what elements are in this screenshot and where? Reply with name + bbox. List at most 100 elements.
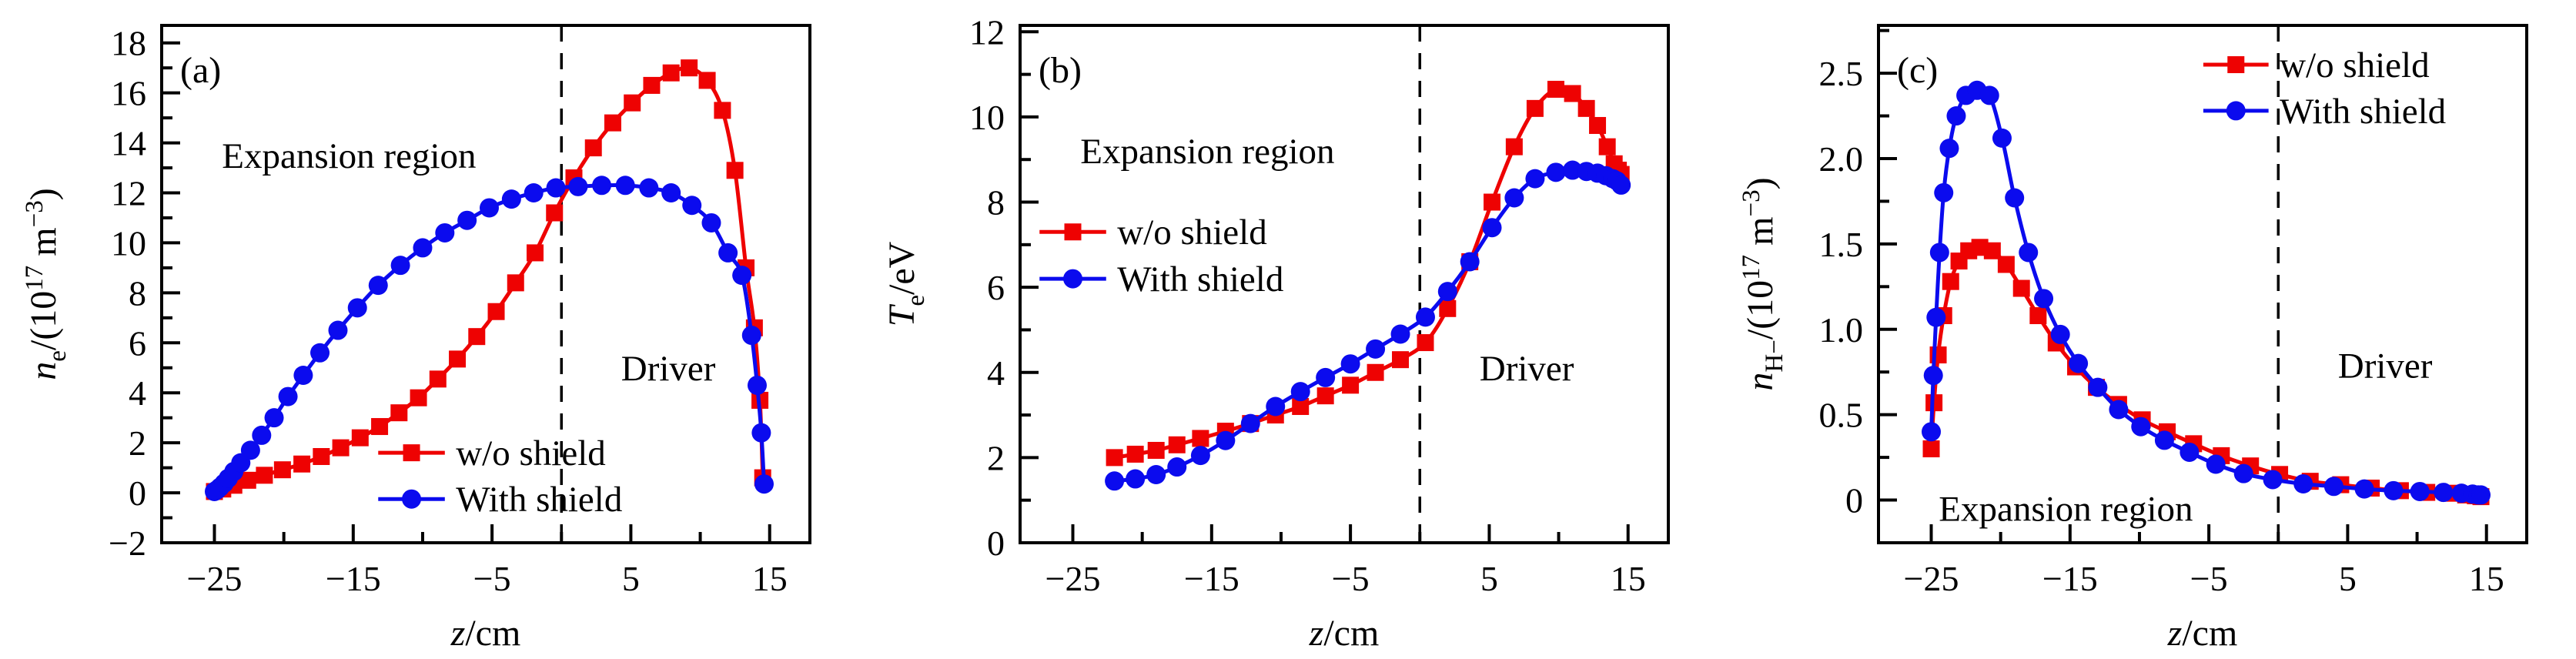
panel-b: −25 −15 −5 5 15 0 2 4 6 8 10 12 Te/eV z/cm (b) Expansio… bbox=[858, 0, 1717, 659]
series-marker-circle bbox=[1390, 324, 1410, 344]
series-marker-circle bbox=[1992, 128, 2012, 148]
y-axis-title: Te/eV bbox=[882, 241, 930, 326]
y-tick-label: 0.5 bbox=[1819, 396, 1864, 435]
series-marker-square bbox=[1922, 440, 1940, 458]
series-marker-circle bbox=[328, 320, 348, 340]
series-marker-circle bbox=[2323, 477, 2343, 497]
annotation-expansion-region: Expansion region bbox=[222, 136, 476, 176]
y-tick-label: 2.5 bbox=[1819, 54, 1864, 93]
series-marker-circle bbox=[2384, 480, 2404, 500]
series-marker-square bbox=[332, 439, 350, 457]
series-marker-circle bbox=[1979, 85, 1999, 105]
series-marker-square bbox=[624, 94, 641, 112]
series-marker-square bbox=[1439, 299, 1457, 317]
series-marker-square bbox=[1484, 193, 1501, 211]
series-marker-circle bbox=[1290, 382, 1310, 402]
series-marker-square bbox=[313, 448, 330, 465]
series-marker-square bbox=[1564, 85, 1581, 102]
series-marker-circle bbox=[1929, 243, 1949, 263]
chart-b: −25 −15 −5 5 15 0 2 4 6 8 10 12 Te/eV z/cm (b) Expansio… bbox=[882, 12, 1670, 654]
series-marker-circle bbox=[1415, 307, 1435, 327]
annotation-expansion-region: Expansion region bbox=[1080, 132, 1334, 172]
series-marker-circle bbox=[1366, 339, 1386, 359]
legend-key-circle bbox=[1063, 269, 1083, 289]
y-tick-label: 10 bbox=[969, 98, 1005, 137]
y-tick-label: 0 bbox=[987, 524, 1005, 563]
series-marker-square bbox=[1983, 242, 2001, 259]
series-marker-circle bbox=[2154, 430, 2174, 450]
series-marker-circle bbox=[1926, 307, 1946, 327]
series-marker-circle bbox=[1525, 169, 1545, 189]
series-marker-square bbox=[273, 461, 291, 479]
series-marker-circle bbox=[252, 425, 272, 445]
series-marker-circle bbox=[1105, 471, 1125, 491]
series-marker-circle bbox=[264, 408, 284, 428]
legend-label: w/o shield bbox=[456, 433, 606, 473]
series-marker-circle bbox=[592, 176, 612, 196]
series-marker-circle bbox=[682, 196, 702, 216]
annotation-driver: Driver bbox=[2338, 346, 2433, 386]
series-marker-square bbox=[1126, 445, 1144, 463]
series-marker-circle bbox=[2471, 485, 2491, 505]
series-marker-square bbox=[1547, 80, 1564, 98]
series-marker-square bbox=[1942, 273, 1959, 290]
plot-frame bbox=[1877, 24, 2528, 544]
series-marker-square bbox=[1292, 398, 1310, 416]
series-marker-circle bbox=[435, 222, 455, 243]
series-marker-circle bbox=[2069, 353, 2089, 373]
series-marker-square bbox=[293, 455, 311, 473]
series-marker-square bbox=[1192, 430, 1209, 447]
series-marker-circle bbox=[732, 266, 752, 286]
series-marker-square bbox=[1997, 256, 2015, 273]
y-tick-label: 12 bbox=[111, 174, 146, 213]
y-tick-label: 14 bbox=[111, 124, 146, 163]
y-tick-label: 4 bbox=[987, 353, 1005, 393]
series-marker-circle bbox=[1437, 282, 1457, 302]
series-marker-square bbox=[2029, 307, 2047, 325]
series-marker-circle bbox=[1460, 252, 1480, 272]
series-marker-circle bbox=[2019, 243, 2039, 263]
series-marker-square bbox=[662, 64, 680, 82]
series-marker-square bbox=[1147, 441, 1165, 459]
x-axis-title: z/cm bbox=[1309, 613, 1380, 654]
series-marker-circle bbox=[501, 189, 521, 209]
series-marker-circle bbox=[661, 183, 681, 203]
y-tick-label: 2 bbox=[987, 438, 1005, 477]
series-marker-circle bbox=[718, 243, 738, 263]
series-marker-circle bbox=[615, 176, 635, 196]
y-tick-label: 2 bbox=[129, 423, 146, 463]
series-marker-square bbox=[584, 139, 602, 157]
series-marker-circle bbox=[639, 178, 659, 198]
y-tick-label: 4 bbox=[129, 373, 146, 413]
series-marker-square bbox=[681, 59, 698, 77]
annotation-driver: Driver bbox=[1480, 349, 1574, 389]
x-tick-label: −15 bbox=[1184, 559, 1239, 598]
panel-a: −25 −15 −5 5 15 −2 0 2 4 6 8 10 12 14 16 18 ne/(1017 m−3… bbox=[0, 0, 858, 659]
series-marker-circle bbox=[2088, 377, 2108, 397]
legend-key-square bbox=[403, 444, 420, 462]
y-tick-label: 18 bbox=[111, 24, 146, 63]
series-marker-circle bbox=[568, 176, 588, 196]
series-marker-circle bbox=[2293, 473, 2313, 493]
series-marker-circle bbox=[2050, 324, 2070, 344]
series-marker-square bbox=[1577, 99, 1595, 117]
series-marker-circle bbox=[1126, 469, 1146, 489]
series-marker-circle bbox=[1923, 366, 1943, 386]
series-marker-square bbox=[371, 418, 389, 436]
series-marker-circle bbox=[2263, 470, 2283, 490]
legend-label: With shield bbox=[2280, 92, 2446, 132]
x-tick-label: 15 bbox=[1611, 559, 1646, 598]
y-tick-label: −2 bbox=[109, 524, 146, 563]
legend-key-square bbox=[1064, 223, 1082, 241]
y-tick-label: 12 bbox=[969, 12, 1005, 52]
series-marker-circle bbox=[1611, 175, 1631, 195]
series-marker-circle bbox=[1482, 218, 1502, 238]
y-tick-label: 8 bbox=[129, 273, 146, 313]
y-tick-label: 2.0 bbox=[1819, 139, 1864, 179]
series-marker-circle bbox=[413, 238, 433, 258]
series-marker-circle bbox=[278, 386, 298, 406]
series-marker-square bbox=[1417, 334, 1434, 352]
series-marker-circle bbox=[457, 210, 477, 230]
series-marker-circle bbox=[390, 256, 410, 276]
